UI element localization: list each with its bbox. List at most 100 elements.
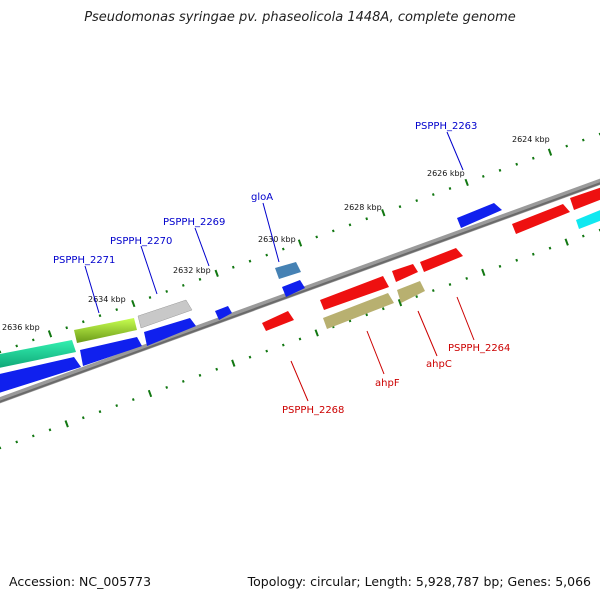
scale-minor-tick — [98, 410, 102, 414]
gene-arrow[interactable] — [397, 281, 425, 303]
scale-minor-tick — [281, 343, 285, 347]
scale-major-tick — [47, 330, 53, 338]
scale-major-tick — [131, 299, 136, 308]
scale-minor-tick — [98, 314, 102, 318]
gene-label-ahpc[interactable]: ahpC — [426, 359, 452, 370]
gene-label-pspph-2263[interactable]: PSPPH_2263 — [415, 121, 477, 132]
scale-minor-tick — [315, 235, 319, 239]
scale-minor-tick — [581, 138, 585, 142]
gene-arrow[interactable] — [0, 357, 81, 393]
scale-minor-tick — [331, 229, 335, 233]
reverse-strand — [262, 248, 463, 331]
scale-minor-tick — [448, 187, 452, 190]
gene-arrow[interactable] — [282, 280, 305, 297]
genome-backbone-shadow — [0, 182, 600, 403]
scale-label-2636: 2636 kbp — [2, 323, 40, 332]
scale-minor-tick — [215, 367, 219, 371]
accession-text: Accession: NC_005773 — [9, 574, 152, 589]
scale-minor-tick — [381, 307, 385, 311]
scale-major-tick — [481, 268, 486, 277]
scale-minor-tick — [531, 252, 535, 256]
scale-minor-tick — [498, 264, 502, 268]
scale-minor-tick — [365, 313, 369, 317]
scale-label-2632: 2632 kbp — [173, 266, 211, 275]
scale-label-2624: 2624 kbp — [512, 135, 550, 144]
gene-arrow[interactable] — [576, 208, 600, 229]
scale-minor-tick — [548, 246, 552, 250]
gene-arrow[interactable] — [420, 248, 463, 272]
scale-label-2634: 2634 kbp — [88, 295, 126, 304]
gene-label-gloa[interactable]: gloA — [251, 192, 273, 203]
gene-arrow[interactable] — [74, 318, 137, 343]
scale-minor-tick — [431, 193, 435, 197]
scale-minor-tick — [365, 217, 369, 221]
scale-minor-tick — [181, 379, 185, 383]
scale-minor-tick — [481, 174, 485, 178]
gene-arrow[interactable] — [215, 306, 232, 320]
scale-minor-tick — [465, 276, 469, 280]
scale-minor-tick — [198, 373, 202, 377]
scale-minor-tick — [565, 144, 569, 148]
scale-minor-tick — [165, 385, 169, 389]
scale-minor-tick — [298, 337, 302, 341]
scale-minor-tick — [448, 283, 452, 286]
gene-arrow[interactable] — [512, 204, 570, 234]
genome-stats-text: Topology: circular; Length: 5,928,787 bp… — [247, 574, 591, 589]
scale-major-tick — [147, 389, 153, 398]
scale-minor-tick — [81, 416, 85, 420]
scale-major-tick — [297, 239, 303, 247]
scale-minor-tick — [281, 247, 285, 251]
forward-strand-outer — [0, 186, 600, 368]
scale-minor-tick — [115, 404, 119, 408]
scale-minor-tick — [515, 162, 519, 166]
scale-minor-tick — [415, 295, 419, 299]
scale-ticks-lower — [0, 228, 600, 450]
scale-minor-tick — [581, 234, 585, 238]
scale-minor-tick — [415, 199, 419, 203]
scale-major-tick — [564, 238, 569, 246]
gene-label-ahpf[interactable]: ahpF — [375, 378, 400, 389]
scale-major-tick — [314, 329, 319, 337]
scale-ticks-upper — [0, 132, 600, 354]
scale-minor-tick — [248, 259, 252, 263]
scale-major-tick — [397, 299, 403, 307]
gene-arrow[interactable] — [570, 186, 600, 210]
scale-label-2628: 2628 kbp — [344, 203, 382, 212]
gene-arrow[interactable] — [392, 264, 418, 282]
gene-label-pspph-2264[interactable]: PSPPH_2264 — [448, 343, 510, 354]
gene-label-pspph-2271[interactable]: PSPPH_2271 — [53, 255, 115, 266]
scale-minor-tick — [148, 296, 152, 299]
gene-arrow[interactable] — [457, 203, 502, 228]
gene-arrow[interactable] — [144, 318, 196, 346]
scale-minor-tick — [165, 289, 169, 293]
scale-minor-tick — [65, 326, 69, 330]
scale-minor-tick — [48, 428, 52, 432]
gene-label-pspph-2269[interactable]: PSPPH_2269 — [163, 217, 225, 228]
gene-arrow[interactable] — [320, 276, 389, 310]
scale-minor-tick — [231, 265, 235, 269]
scale-minor-tick — [31, 338, 35, 342]
gene-arrow[interactable] — [323, 293, 394, 329]
gene-arrow[interactable] — [80, 337, 142, 366]
scale-major-tick — [64, 420, 69, 428]
scale-minor-tick — [115, 308, 119, 312]
scale-minor-tick — [348, 223, 352, 227]
scale-minor-tick — [31, 434, 35, 438]
gene-arrow[interactable] — [137, 299, 193, 329]
scale-minor-tick — [498, 168, 502, 172]
scale-minor-tick — [398, 205, 402, 209]
scale-major-tick — [231, 359, 236, 367]
gene-arrow[interactable] — [275, 262, 301, 279]
genome-backbone — [0, 178, 600, 404]
scale-major-tick — [214, 269, 219, 277]
gene-label-pspph-2268[interactable]: PSPPH_2268 — [282, 405, 344, 416]
gene-arrow[interactable] — [262, 311, 294, 331]
gene-arrow[interactable] — [0, 340, 76, 368]
label-leaders — [84, 131, 475, 402]
scale-minor-tick — [198, 277, 202, 281]
scale-minor-tick — [531, 156, 535, 160]
scale-major-tick — [464, 178, 469, 187]
scale-minor-tick — [81, 320, 85, 324]
gene-label-pspph-2270[interactable]: PSPPH_2270 — [110, 236, 172, 247]
